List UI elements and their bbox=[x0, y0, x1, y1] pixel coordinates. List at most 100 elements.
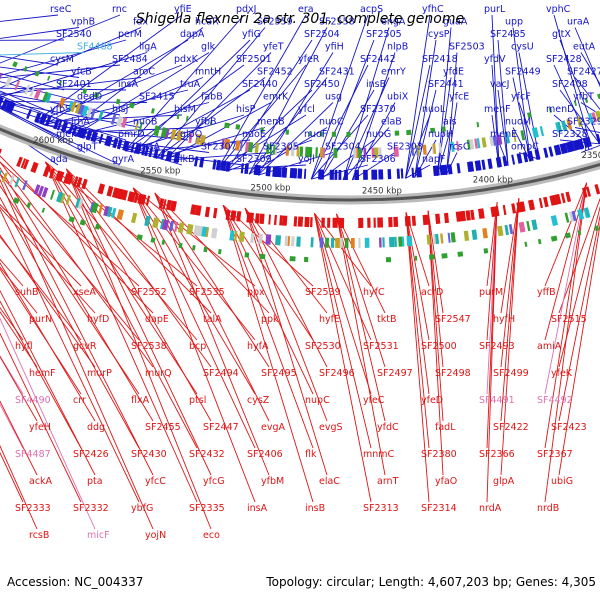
feature-block bbox=[244, 252, 250, 258]
feature-block bbox=[237, 211, 241, 222]
gene-label: gltX bbox=[552, 29, 571, 40]
feature-block bbox=[437, 213, 441, 224]
gene-connector bbox=[164, 52, 272, 161]
feature-block bbox=[293, 216, 298, 227]
feature-block bbox=[516, 153, 523, 164]
feature-block bbox=[388, 217, 393, 228]
feature-block bbox=[564, 212, 570, 223]
gene-connector bbox=[500, 198, 520, 422]
feature-block bbox=[58, 171, 65, 182]
feature-block bbox=[587, 136, 592, 147]
gene-connector bbox=[244, 207, 328, 476]
feature-block bbox=[319, 237, 324, 248]
feature-block bbox=[441, 164, 448, 176]
gene-label: SF2314 bbox=[421, 503, 457, 514]
feature-block bbox=[176, 130, 183, 142]
backbone-line bbox=[0, 127, 600, 202]
gene-connector bbox=[155, 127, 266, 159]
feature-block bbox=[576, 116, 583, 127]
gene-connector bbox=[351, 52, 396, 181]
feature-block bbox=[573, 100, 577, 107]
gene-label: engA bbox=[381, 17, 406, 28]
feature-block bbox=[474, 138, 478, 149]
gene-label: SF4491 bbox=[479, 395, 515, 406]
gene-label: purL bbox=[484, 4, 506, 15]
forward-rna-track bbox=[12, 61, 600, 137]
feature-block bbox=[359, 217, 364, 228]
feature-block bbox=[20, 158, 27, 169]
feature-block bbox=[356, 170, 359, 180]
feature-block bbox=[379, 237, 382, 248]
gene-label: pdxJ bbox=[236, 4, 256, 15]
gene-connector bbox=[0, 39, 65, 41]
gene-label: insA bbox=[247, 503, 268, 514]
feature-block bbox=[564, 232, 571, 239]
reverse-gene-labels: suhB xseA SF2552 SF2535 ppx SF2539 hyfC acrD pur… bbox=[15, 287, 587, 541]
feature-block bbox=[557, 144, 562, 155]
feature-block bbox=[148, 146, 154, 158]
feature-block bbox=[594, 225, 600, 232]
gene-label: cysZ bbox=[247, 395, 270, 406]
feature-block bbox=[310, 237, 314, 248]
feature-block bbox=[142, 194, 147, 205]
gene-label: crr bbox=[73, 395, 86, 406]
feature-block bbox=[373, 217, 376, 228]
feature-block bbox=[285, 145, 290, 156]
gene-label: yfaO bbox=[435, 476, 457, 487]
feature-block bbox=[560, 192, 566, 204]
feature-block bbox=[531, 219, 538, 231]
gene-connector bbox=[154, 192, 270, 422]
gene-connector bbox=[0, 155, 154, 314]
gene-connector bbox=[0, 95, 80, 128]
forward-feature-track bbox=[0, 72, 600, 158]
feature-block bbox=[223, 138, 230, 150]
gene-label: SF2328 bbox=[552, 129, 588, 140]
gene-label: yfbB bbox=[195, 117, 217, 128]
feature-block bbox=[16, 156, 23, 168]
feature-block bbox=[93, 92, 100, 99]
feature-block bbox=[221, 138, 225, 149]
feature-block bbox=[152, 217, 160, 229]
feature-block bbox=[12, 61, 18, 68]
feature-block bbox=[204, 206, 211, 218]
feature-block bbox=[351, 238, 355, 248]
gene-label: yfdV bbox=[484, 54, 506, 65]
feature-tracks bbox=[0, 61, 600, 263]
feature-block bbox=[0, 72, 3, 80]
feature-block bbox=[60, 193, 66, 204]
kbp-tick-label: 2400 kbp bbox=[473, 176, 513, 186]
gene-connector bbox=[553, 64, 592, 147]
feature-block bbox=[518, 221, 526, 233]
gene-label: yfcB bbox=[71, 67, 92, 78]
feature-block bbox=[41, 207, 46, 213]
feature-block bbox=[344, 170, 348, 180]
feature-block bbox=[548, 146, 554, 157]
feature-block bbox=[432, 143, 437, 154]
gene-connector bbox=[0, 400, 38, 476]
gene-label: SF2422 bbox=[493, 422, 529, 433]
gene-connector bbox=[512, 77, 531, 162]
feature-block bbox=[505, 133, 511, 144]
feature-block bbox=[212, 159, 217, 170]
gene-label: acrD bbox=[421, 287, 443, 298]
gene-label: yfbM bbox=[261, 476, 284, 487]
gene-connector bbox=[414, 89, 437, 178]
feature-block bbox=[133, 192, 139, 204]
feature-block bbox=[162, 219, 169, 231]
gene-connector bbox=[313, 213, 372, 503]
feature-block bbox=[465, 210, 471, 221]
gene-label: ubiX bbox=[387, 92, 409, 103]
gene-connector bbox=[222, 205, 314, 395]
gene-label: napF bbox=[422, 154, 445, 165]
feature-block bbox=[56, 120, 63, 131]
feature-block bbox=[389, 236, 395, 248]
feature-block bbox=[174, 221, 179, 232]
gene-connector bbox=[65, 168, 212, 476]
feature-block bbox=[303, 168, 307, 179]
gene-connector bbox=[0, 52, 86, 56]
feature-block bbox=[549, 194, 557, 206]
feature-block bbox=[239, 141, 243, 152]
feature-block bbox=[91, 202, 99, 214]
gene-label: SF2495 bbox=[261, 368, 297, 379]
gene-connector bbox=[427, 210, 444, 368]
